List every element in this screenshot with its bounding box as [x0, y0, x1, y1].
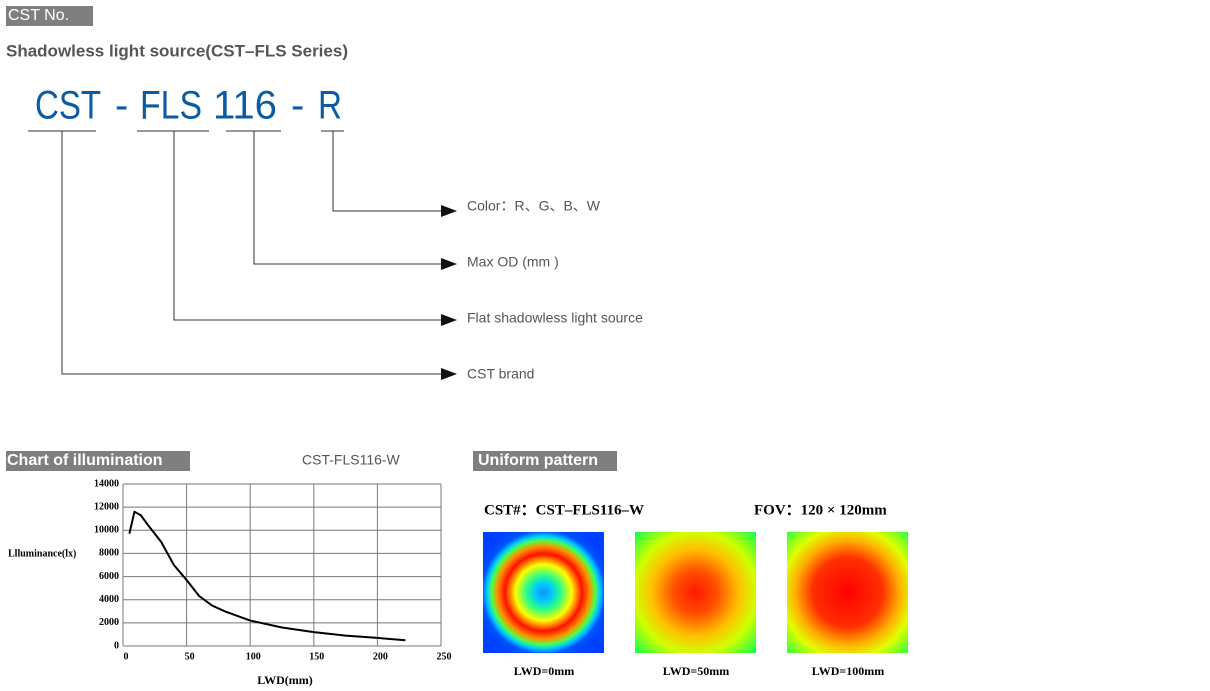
connectors	[28, 130, 457, 380]
x-tick-label: 250	[437, 651, 452, 662]
y-tick-label: 14000	[94, 478, 119, 489]
header-label: CST No.	[8, 7, 69, 24]
chart: 0 2000 4000 6000 8000 10000 12000 14000 0 50 100 15…	[94, 478, 452, 662]
pattern-label: LWD=100mm	[812, 664, 884, 678]
pattern-image	[787, 532, 908, 653]
data-line	[128, 510, 406, 642]
section-title: Chart of illumination	[7, 452, 163, 469]
legend-label: Flat shadowless light source	[467, 310, 643, 326]
x-tick-label: 100	[246, 651, 261, 662]
y-tick-label: 2000	[99, 617, 119, 628]
section-box	[473, 451, 617, 471]
x-tick-label: 150	[309, 651, 324, 662]
legend-label: CST brand	[467, 366, 534, 382]
x-tick-label: 200	[373, 651, 388, 662]
y-tick-label: 0	[114, 640, 119, 651]
code-part: CST	[35, 84, 101, 128]
pattern-label: LWD=0mm	[514, 664, 574, 678]
header-box	[6, 6, 93, 26]
header-title: Shadowless light source(CST–FLS Series)	[6, 41, 348, 60]
y-tick-label: 8000	[99, 548, 119, 559]
legend-label: Color：R、G、B、W	[467, 198, 601, 214]
chart-title: CST-FLS116-W	[302, 452, 401, 468]
x-tick-label: 0	[124, 651, 129, 662]
code-part: 116	[213, 84, 277, 128]
code: CST - FLS 116- R	[35, 84, 342, 128]
section-title: Uniform pattern	[478, 452, 598, 469]
x-tick-label: 50	[185, 651, 195, 662]
code-part: FLS	[140, 84, 202, 128]
y-tick-label: 4000	[99, 594, 119, 605]
pattern-image	[483, 532, 604, 653]
y-axis-label: Llluminance(lx)	[8, 548, 76, 559]
y-tick-label: 6000	[99, 571, 119, 582]
y-tick-label: 10000	[94, 525, 119, 536]
pattern-image	[635, 532, 756, 653]
pattern-label: LWD=50mm	[663, 664, 729, 678]
code-part: R	[318, 84, 342, 128]
code-part: -	[115, 84, 128, 128]
model-label: CST#：CST–FLS116–W	[484, 502, 644, 518]
legend-label: Max OD (mm )	[467, 254, 559, 270]
y-tick-label: 12000	[94, 501, 119, 512]
fov-label: FOV：120 × 120mm	[754, 502, 887, 518]
x-axis-label: LWD(mm)	[257, 673, 313, 687]
code-part: -	[291, 84, 304, 128]
section-box	[6, 451, 190, 471]
